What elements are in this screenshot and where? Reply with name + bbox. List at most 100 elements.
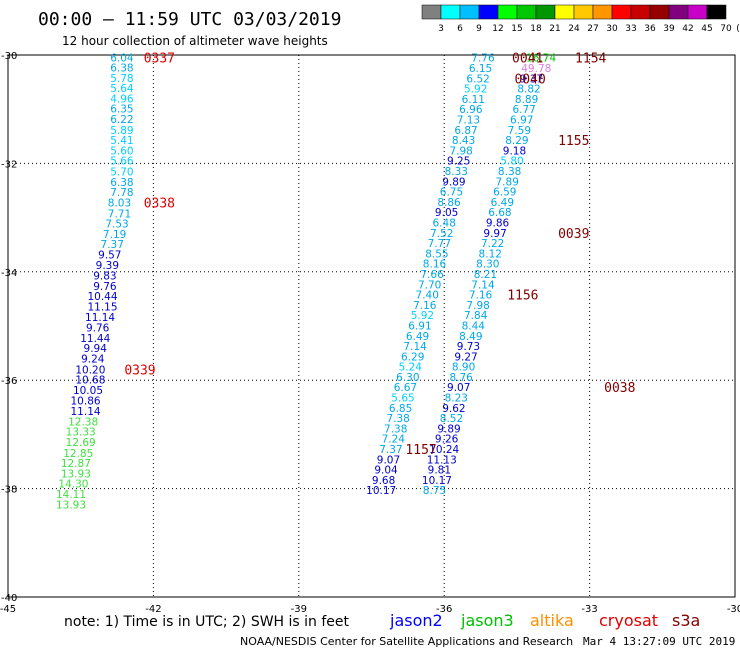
data-point-s3a: 9.07 [377,454,400,466]
data-point-cryosat: 11.14 [85,312,115,324]
data-point-jason2: 8.30 [476,259,499,271]
data-point-s3a: 6.91 [408,320,431,332]
x-tick-label: -42 [145,604,161,615]
colorbar-swatch [497,4,518,20]
colorbar-swatch [649,4,670,20]
data-point-jason2: 9.27 [454,351,477,363]
data-point-jason2: 9.89 [437,423,460,435]
data-point-jason2: 7.16 [469,290,493,302]
colorbar-label: (ft) [736,24,740,34]
data-point-jason2: 8.12 [479,248,502,260]
colorbar-swatch [592,4,613,20]
data-point-cryosat: 7.37 [101,239,124,251]
data-point-s3a: 7.24 [382,434,406,446]
time-label: 0038 [604,381,635,396]
colorbar-label: 36 [644,24,656,34]
data-point-jason2: 9.37 [520,73,543,85]
data-point-s3a: 7.14 [403,341,427,353]
y-tick-label: -32 [1,159,17,170]
colorbar-swatch [516,4,537,20]
data-point-jason2: 5.80 [500,156,523,168]
data-point-s3a: 8.86 [437,197,461,209]
data-point-jason2: 6.49 [491,197,514,209]
data-point-cryosat: 12.38 [68,416,98,428]
data-point-jason2: 8.75 [423,485,446,497]
colorbar-label: 9 [476,24,482,34]
data-point-cryosat: 9.76 [86,323,110,335]
colorbar-label: 39 [663,24,675,34]
data-point-s3a: 5.92 [464,84,487,96]
data-point-cryosat: 5.66 [110,156,134,168]
data-point-cryosat: 7.71 [108,208,131,220]
data-point-jason2: 8.49 [459,331,482,343]
data-point-jason2: 6.97 [510,114,533,126]
data-point-s3a: 5.92 [411,310,434,322]
y-tick-label: -30 [1,51,17,62]
y-tick-label: -38 [1,485,17,496]
data-point-cryosat: 5.89 [110,125,133,137]
legend-jason3: jason3 [460,611,514,630]
data-point-jason2: 6.59 [493,187,516,199]
colorbar-label: 27 [587,24,598,34]
colorbar-label: 24 [568,24,580,34]
time-label: 0041 [512,52,543,67]
data-point-cryosat: 12.85 [63,448,93,460]
data-point-s3a: 6.49 [406,331,429,343]
data-point-s3a: 6.85 [389,403,412,415]
axis-ticks: -45 -42 -39 -36 -33 -30 -30 -32 -34 -36 -38 -40 [0,51,740,615]
time-labels: 0337 0338 0339 0041 0040 1154 1155 0039 1156 0038… [124,52,635,458]
data-point-s3a: 7.13 [457,114,480,126]
data-point-cryosat: 11.14 [71,406,101,418]
colorbar-swatch [554,4,575,20]
data-point-cryosat: 5.70 [110,167,133,179]
data-point-jason2: 6.77 [512,104,535,116]
time-label: 0040 [514,72,545,87]
data-point-cryosat: 5.78 [110,73,133,85]
colorbar-swatch [611,4,632,20]
data-point-cryosat: 12.87 [61,458,91,470]
data-point-s3a: 7.66 [420,269,444,281]
x-tick-label: -36 [436,604,452,615]
chart-subtitle: 12 hour collection of altimeter wave hei… [62,34,328,48]
data-point-cryosat: 9.39 [96,260,119,272]
data-point-cryosat: 9.94 [84,343,108,355]
data-point-s3a: 7.52 [430,228,453,240]
data-point-jason2: 8.52 [440,413,463,425]
colorbar-label: 30 [606,24,618,34]
time-label: 0339 [124,363,155,378]
colorbar-swatch [630,4,651,20]
data-point-s3a: 9.25 [447,156,470,168]
data-point-cryosat: 14.11 [56,489,86,501]
data-point-jason2: 6.68 [488,207,511,219]
data-point-jason2: 9.07 [447,382,470,394]
data-point-s3a: 6.75 [440,187,463,199]
data-point-jason2: 16.74 [526,53,556,65]
colorbar-label: 15 [511,24,522,34]
data-point-s3a: 6.67 [394,382,417,394]
data-point-s3a: 5.24 [399,362,423,374]
data-point-jason2: 9.97 [483,228,506,240]
data-point-cryosat: 6.22 [110,114,133,126]
data-point-cryosat: 9.76 [93,281,117,293]
colorbar-label: 21 [549,24,560,34]
data-point-cryosat: 5.41 [110,135,133,147]
data-point-cryosat: 8.03 [108,197,131,209]
data-point-cryosat: 5.64 [110,83,134,95]
satellite-legend: jason2 jason3 altika cryosat s3a [389,611,700,630]
data-point-jason2: 9.81 [428,465,451,477]
colorbar-swatch [706,4,727,20]
data-point-jason2: 7.84 [464,310,488,322]
data-point-jason2: 10.24 [429,444,459,456]
data-point-jason2: 7.59 [508,125,531,137]
time-label: 1157 [405,443,436,458]
data-point-jason2: 8.44 [462,320,486,332]
data-point-cryosat: 10.44 [87,291,117,303]
data-point-s3a: 6.29 [401,351,424,363]
footer-timestamp: Mar 4 13:27:09 UTC 2019 [583,635,735,648]
colorbar-swatch [459,4,480,20]
data-point-jason2: 8.90 [452,362,475,374]
data-point-s3a: 7.76 [471,53,495,65]
data-point-jason2: 8.76 [449,372,473,384]
data-point-jason2: 8.38 [498,166,521,178]
